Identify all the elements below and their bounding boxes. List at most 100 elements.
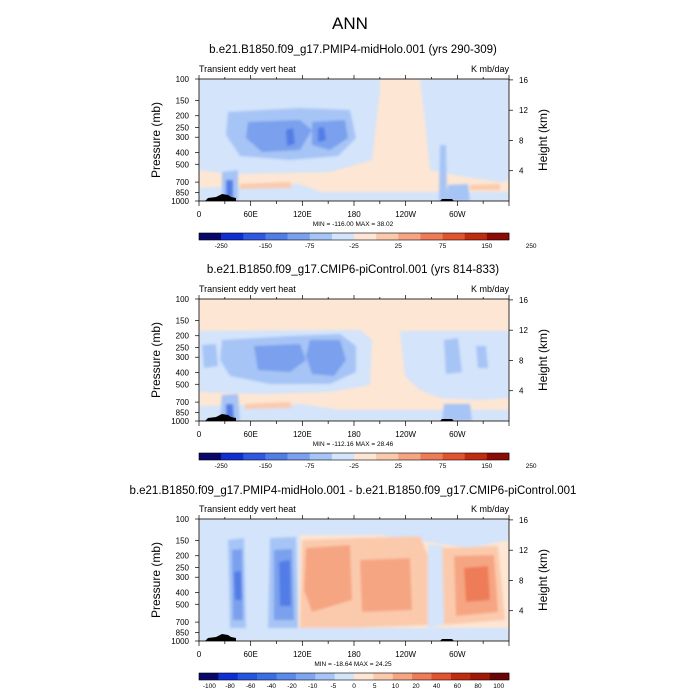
panel-1-xtick-label: 120W [395, 210, 416, 219]
panel-1-contour-eastwall [439, 145, 447, 201]
panel-2-colorbar-box [464, 453, 488, 460]
panel-1-ytick-label: 150 [176, 96, 190, 105]
panel-1-xtick-label: 60E [244, 210, 258, 219]
panel-2-colorbar: -250 -150 -75 -25 25 75 150 250 [198, 452, 537, 470]
panel-2-colorbar-box [376, 453, 399, 460]
panel-2-colorbar-box [420, 453, 443, 460]
panel-3-colorbar-label: 40 [433, 683, 441, 690]
panel-2-colorbar-box [265, 453, 288, 460]
panel-2-ytick-label: 700 [176, 398, 190, 407]
panel-1-colorbar-box [464, 233, 488, 240]
panel-1-colorbar-box [331, 233, 355, 240]
panel-3-xtick-label: 60E [244, 650, 258, 659]
panel-3-ytick-label: 100 [176, 515, 190, 524]
panel-1-ytick-label: 250 [176, 124, 190, 133]
panel-1-title: b.e21.B1850.f09_g17.PMIP4-midHolo.001 (y… [209, 44, 497, 56]
panel-1-colorbar-label: -150 [259, 243, 272, 250]
panel-1-colorbar-label: -250 [215, 243, 228, 250]
panel-1-contour-lightblue-right [420, 79, 509, 182]
panel-3-contour-core-2 [279, 560, 291, 606]
panel-2-minmax: MIN = -112.16 MAX = 28.46 [313, 441, 394, 448]
panel-3-colorbar-label: -40 [267, 683, 277, 690]
panel-3-contour-core-1 [234, 571, 242, 600]
panel-1-colorbar-box [376, 233, 399, 240]
panel-1-colorbar-box [354, 233, 377, 240]
panel-1-y2tick-label: 8 [519, 136, 524, 145]
panel-2-colorbar-label: 250 [526, 463, 537, 470]
panel-2-colorbar-box [243, 453, 266, 460]
panel-2-ytick-label: 100 [176, 295, 190, 304]
panel-3-colorbar-label: -20 [287, 683, 297, 690]
panel-2-ytick-label: 150 [176, 316, 190, 325]
panel-3-xtick-label: 0 [197, 650, 202, 659]
panel-2-xtick-label: 120E [293, 430, 312, 439]
panel-2-xtick-label: 0 [197, 430, 202, 439]
panel-2-topography [205, 414, 454, 421]
panel-3-colorbar-label: 60 [454, 683, 462, 690]
panel-1-ylabel: Pressure (mb) [149, 102, 163, 178]
panel-1-colorbar-box [442, 233, 466, 240]
panel-1-colorbar-label: -25 [349, 243, 359, 250]
panel-2-contour-mid-blue [254, 344, 306, 372]
panel-1-colorbar-box [221, 233, 244, 240]
panel-3-ytick-label: 150 [176, 536, 190, 545]
panel-2-xtick-label: 120W [395, 430, 416, 439]
panel-3-xtick-label: 120E [293, 650, 312, 659]
panel-3-xtick-label: 60W [449, 650, 466, 659]
panel-1-ytick-label: 500 [176, 160, 190, 169]
panel-3-ytick-label: 1000 [171, 637, 189, 646]
panel-2-colorbar-box [309, 453, 333, 460]
panel-2-ylabel: Pressure (mb) [149, 322, 163, 398]
panel-2-ytick-label: 200 [176, 332, 190, 341]
panel-3-topography [205, 634, 454, 641]
panel-2-colorbar-box [354, 453, 377, 460]
panel-3-colorbar-label: 0 [352, 683, 356, 690]
panel-1-colorbar-label: 150 [481, 243, 492, 250]
panel-2-ytick-label: 300 [176, 353, 190, 362]
panel-3-colorbar-label: 100 [493, 683, 504, 690]
panel-1-colorbar-box [265, 233, 288, 240]
panel-3-contour-lightblue-mid [428, 545, 444, 628]
panel-2-ytick-label: 1000 [171, 417, 189, 426]
panel-3-right-label: K mb/day [471, 504, 510, 514]
panel-2-colorbar-box [199, 453, 222, 460]
panel-3-ytick-label: 500 [176, 600, 190, 609]
panel-3-colorbar-box [218, 673, 239, 680]
panel-3-ytick-label: 250 [176, 564, 190, 573]
panel-2-y2label: Height (km) [536, 329, 550, 391]
panel-2-colorbar-label: 150 [481, 463, 492, 470]
panel-3-colorbar-frame [198, 672, 510, 681]
panel-1-xtick-label: 180 [347, 210, 361, 219]
panel-1-ytick-label: 400 [176, 148, 190, 157]
panel-1-ytick-label: 700 [176, 178, 190, 187]
panel-2: b.e21.B1850.f09_g17.CMIP6-piControl.001 … [149, 264, 550, 470]
panel-1-xtick-label: 120E [293, 210, 312, 219]
panel-3-colorbar-label: -10 [308, 683, 318, 690]
panel-2-colorbar-box [398, 453, 421, 460]
panel-3-ytick-label: 400 [176, 588, 190, 597]
panel-2-colorbar-label: 25 [395, 463, 403, 470]
panel-3-colorbar-label: 10 [392, 683, 400, 690]
panel-2-colorbar-box [331, 453, 355, 460]
panel-3-ytick-label: 850 [176, 628, 190, 637]
panel-2-xtick-label: 60E [244, 430, 258, 439]
panel-1-ytick-label: 200 [176, 112, 190, 121]
panel-2-xtick-label: 60W [449, 430, 466, 439]
panel-2-left-label: Transient eddy vert heat [199, 284, 296, 294]
panel-1-topography [205, 194, 454, 201]
panel-2-contour-east-blob-2 [476, 346, 488, 368]
panel-1-contour-mid-blue [246, 120, 312, 152]
panel-3-colorbar-label: 20 [412, 683, 420, 690]
panel-1-colorbar-label: 250 [526, 243, 537, 250]
panel-3-contour-salmon [304, 545, 352, 612]
panel-3-colorbar-label: 5 [373, 683, 377, 690]
panel-3-colorbar-box [373, 673, 394, 680]
panel-3-colorbar-box [199, 673, 219, 680]
panel-3-colorbar-label: -80 [225, 683, 235, 690]
panel-2-colorbar-box [287, 453, 311, 460]
panel-1-right-label: K mb/day [471, 64, 510, 74]
panel-2-xtick-label: 180 [347, 430, 361, 439]
panel-3-contour-surface-blue [199, 628, 509, 641]
